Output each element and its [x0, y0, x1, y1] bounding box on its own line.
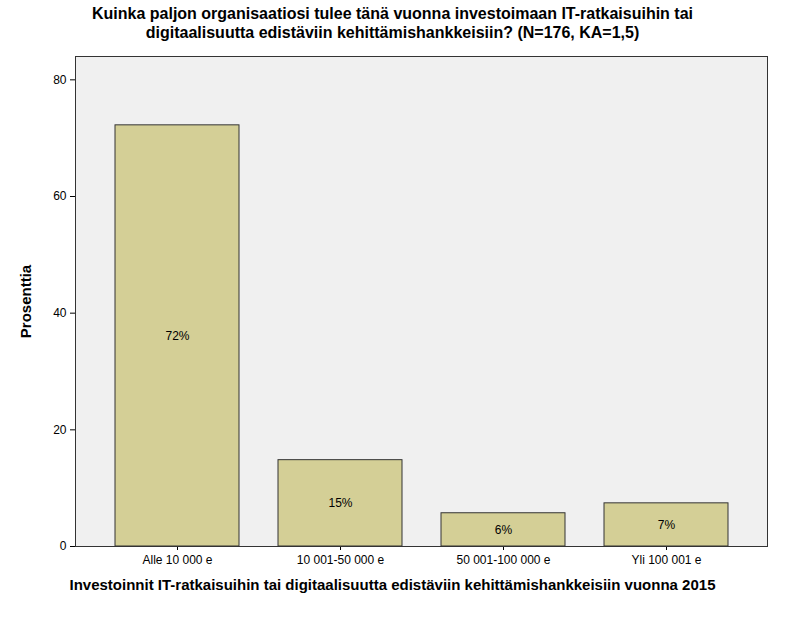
svg-text:6%: 6%	[495, 523, 513, 537]
svg-text:80: 80	[53, 73, 67, 87]
html-text:Investoinnit IT-ratkaisuihin t: Investoinnit IT-ratkaisuihin tai digitaa…	[69, 576, 716, 593]
svg-text:Prosenttia: Prosenttia	[17, 264, 34, 338]
svg-text:15%: 15%	[328, 496, 352, 510]
svg-text:20: 20	[53, 423, 67, 437]
svg-text:0: 0	[60, 539, 67, 553]
svg-text:60: 60	[53, 189, 67, 203]
svg-text:Yli 100 001 e: Yli 100 001 e	[631, 553, 701, 567]
svg-text:72%: 72%	[165, 329, 189, 343]
svg-text:Alle 10 000 e: Alle 10 000 e	[142, 553, 212, 567]
svg-text:40: 40	[53, 306, 67, 320]
html-text:Kuinka paljon organisaatiosi t: Kuinka paljon organisaatiosi tulee tänä …	[92, 5, 693, 41]
svg-text:7%: 7%	[658, 518, 676, 532]
svg-text:50 001-100 000 e: 50 001-100 000 e	[456, 553, 550, 567]
svg-text:10 001-50 000 e: 10 001-50 000 e	[297, 553, 385, 567]
